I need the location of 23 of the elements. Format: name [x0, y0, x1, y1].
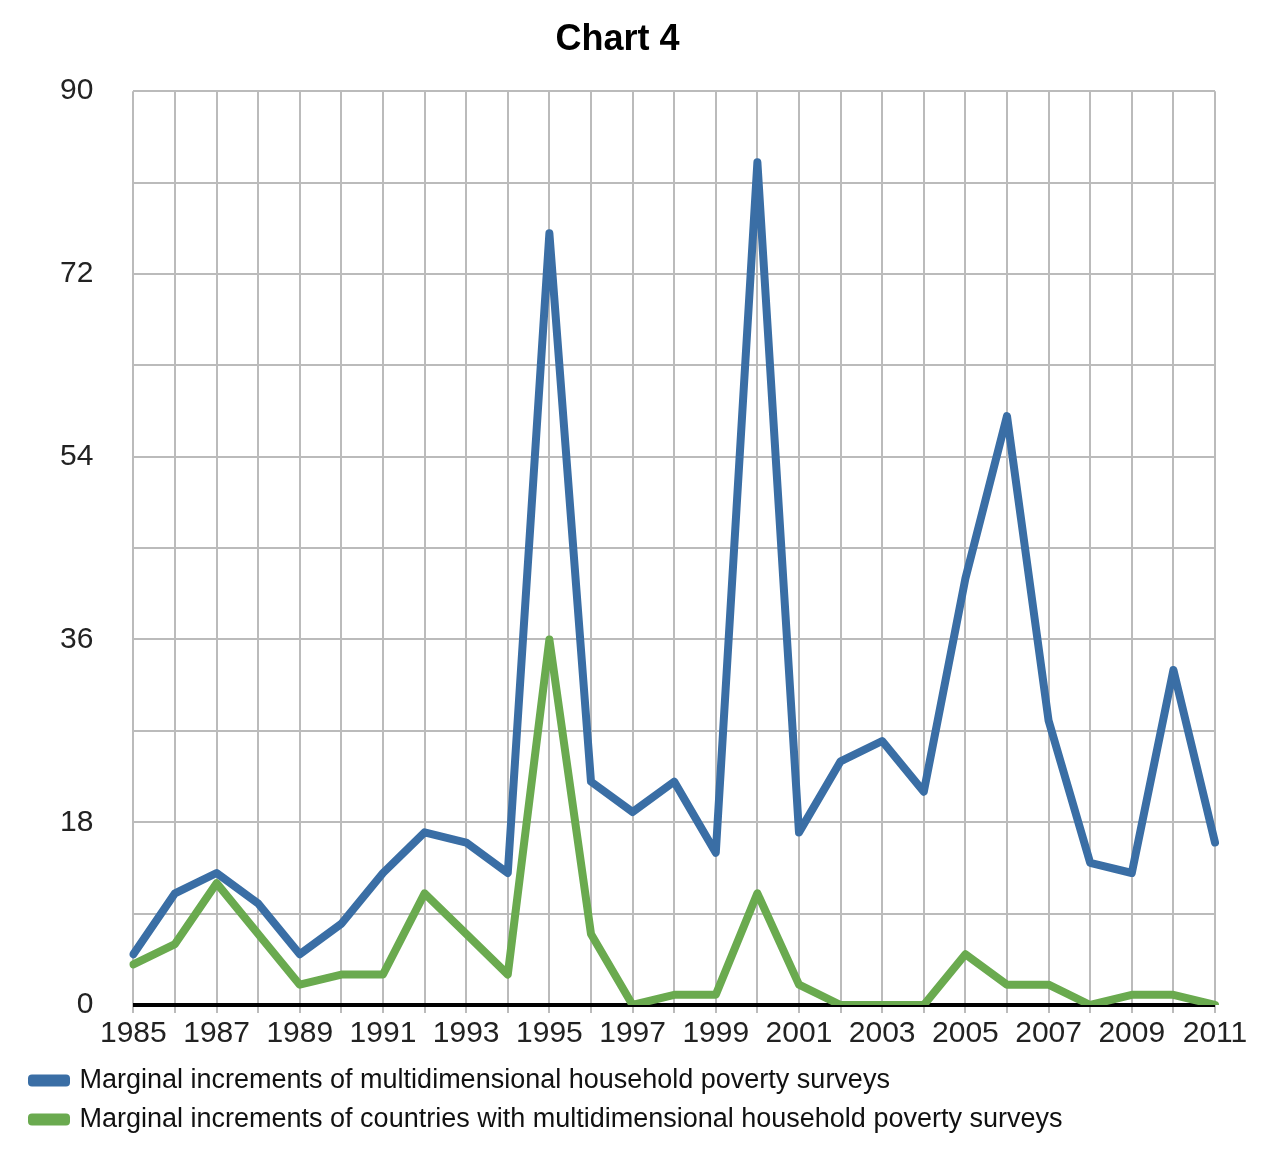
- x-tick-label: 1995: [516, 1015, 583, 1049]
- x-tick-label: 2003: [848, 1015, 916, 1049]
- y-tick-label: 90: [59, 72, 94, 106]
- y-tick-label: 72: [59, 255, 94, 289]
- x-tick-label: 2005: [932, 1015, 999, 1049]
- x-tick-label: 1989: [266, 1015, 334, 1049]
- x-tick-label: 1985: [99, 1015, 167, 1049]
- y-tick-label: 36: [59, 620, 94, 654]
- x-tick-label: 1993: [432, 1015, 500, 1049]
- chart-title: Chart 4: [555, 16, 680, 58]
- x-tick-label: 2011: [1182, 1015, 1248, 1049]
- x-tick-label: 2007: [1015, 1015, 1082, 1049]
- x-tick-label: 1997: [599, 1015, 666, 1049]
- y-tick-label: 54: [59, 437, 94, 471]
- y-tick-label: 0: [76, 986, 94, 1020]
- x-tick-label: 2009: [1098, 1015, 1166, 1049]
- x-tick-label: 1999: [682, 1015, 750, 1049]
- x-tick-label: 2001: [765, 1015, 833, 1049]
- x-tick-label: 1991: [349, 1015, 417, 1049]
- y-tick-label: 18: [59, 803, 94, 837]
- x-tick-label: 1987: [183, 1015, 250, 1049]
- legend-label: Marginal increments of multidimensional household poverty surveys: [79, 1063, 890, 1094]
- legend-label: Marginal increments of countries with multidimensional household poverty surveys: [79, 1102, 1063, 1133]
